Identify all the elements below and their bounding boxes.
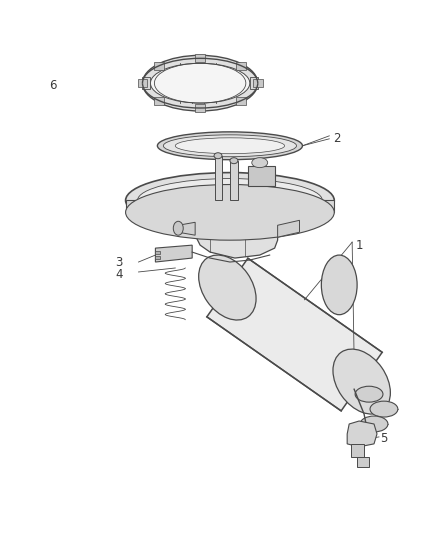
Ellipse shape — [355, 386, 383, 402]
Ellipse shape — [214, 153, 222, 159]
Polygon shape — [155, 256, 160, 259]
Ellipse shape — [370, 401, 398, 417]
Polygon shape — [142, 77, 150, 89]
Polygon shape — [195, 104, 205, 112]
Text: 3: 3 — [115, 255, 122, 269]
Ellipse shape — [126, 184, 334, 240]
Ellipse shape — [360, 416, 388, 432]
Polygon shape — [155, 97, 164, 104]
Polygon shape — [195, 54, 205, 62]
Polygon shape — [195, 200, 278, 258]
Ellipse shape — [199, 255, 256, 320]
Polygon shape — [207, 259, 382, 411]
Text: 2: 2 — [333, 132, 341, 146]
Ellipse shape — [142, 55, 258, 111]
Polygon shape — [230, 160, 238, 200]
Polygon shape — [178, 222, 195, 235]
Polygon shape — [236, 97, 246, 104]
Polygon shape — [215, 156, 222, 200]
Ellipse shape — [138, 179, 322, 222]
Polygon shape — [357, 457, 369, 467]
Polygon shape — [248, 166, 275, 185]
Ellipse shape — [157, 132, 303, 160]
Ellipse shape — [163, 135, 297, 157]
Polygon shape — [253, 79, 263, 87]
Polygon shape — [250, 77, 258, 89]
Polygon shape — [155, 245, 192, 262]
Ellipse shape — [333, 349, 390, 414]
Polygon shape — [278, 220, 300, 237]
Text: 1: 1 — [355, 239, 363, 252]
Ellipse shape — [173, 221, 183, 235]
Polygon shape — [351, 444, 364, 457]
Text: 4: 4 — [115, 269, 122, 281]
Ellipse shape — [175, 138, 285, 154]
Polygon shape — [155, 62, 164, 70]
Ellipse shape — [126, 173, 334, 228]
Polygon shape — [126, 200, 334, 212]
Ellipse shape — [252, 158, 268, 168]
Ellipse shape — [230, 158, 238, 164]
Polygon shape — [138, 79, 148, 87]
Ellipse shape — [321, 255, 357, 314]
Ellipse shape — [150, 63, 250, 103]
Polygon shape — [155, 251, 160, 254]
Polygon shape — [236, 62, 246, 70]
Polygon shape — [347, 421, 377, 447]
Text: 5: 5 — [380, 432, 388, 446]
Text: 6: 6 — [49, 79, 57, 92]
